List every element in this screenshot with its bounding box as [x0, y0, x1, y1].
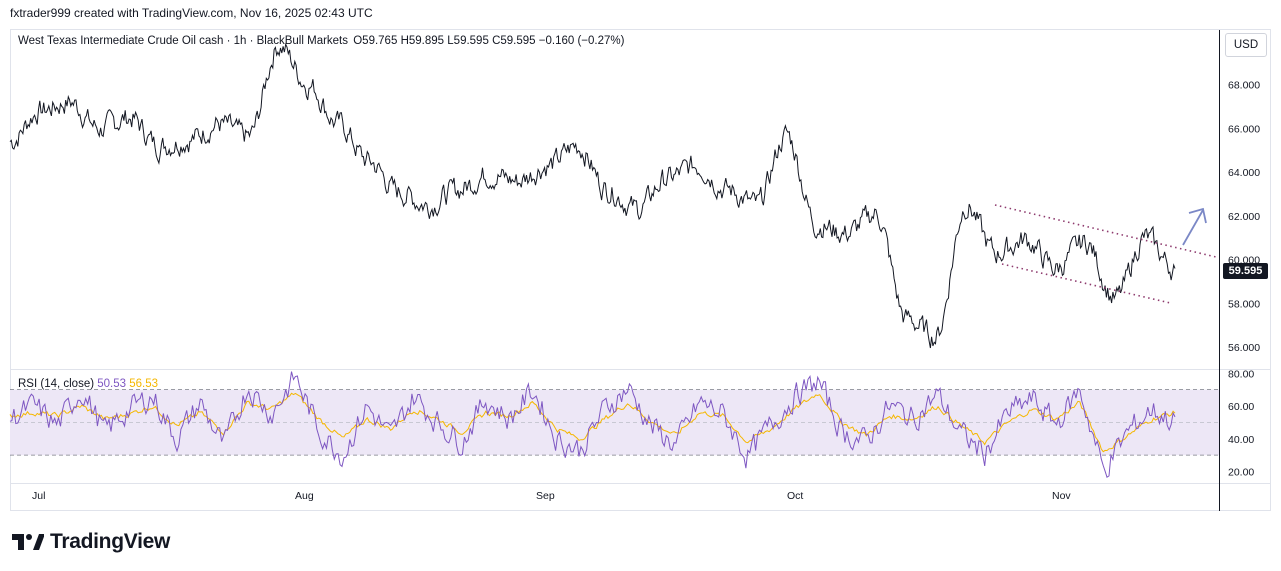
- chart-credit: fxtrader999 created with TradingView.com…: [10, 6, 373, 20]
- tradingview-logo-icon: [12, 534, 44, 550]
- chart-frame: [10, 29, 1271, 511]
- close-value: 59.595: [500, 35, 536, 47]
- low-value: 59.595: [453, 35, 489, 47]
- time-axis-label: Nov: [1052, 490, 1071, 502]
- rsi-axis-label: 40.00: [1228, 434, 1254, 446]
- tradingview-logo[interactable]: TradingView: [12, 530, 170, 554]
- rsi-axis-label: 20.00: [1228, 467, 1254, 479]
- last-price-label: 59.595: [1223, 263, 1268, 279]
- channel-lower-line: [1001, 263, 1173, 305]
- rsi-ma-line: [9, 392, 1176, 453]
- price-axis-label: 66.000: [1228, 123, 1260, 135]
- currency-button[interactable]: USD: [1225, 33, 1267, 57]
- price-axis-label: 64.000: [1228, 167, 1260, 179]
- high-value: 59.895: [408, 35, 445, 47]
- symbol-legend: West Texas Intermediate Crude Oil cash ·…: [18, 35, 624, 47]
- time-axis-label: Jul: [32, 490, 45, 502]
- rsi-axis-label: 60.00: [1228, 401, 1254, 413]
- rsi-line: [9, 371, 1176, 478]
- rsi-title[interactable]: RSI (14, close): [18, 378, 95, 390]
- rsi-legend: RSI (14, close) 50.53 56.53: [18, 378, 158, 390]
- breakout-arrow-head: [1188, 207, 1207, 224]
- rsi-value: 50.53: [97, 378, 127, 390]
- channel-upper-line: [994, 204, 1219, 259]
- price-axis-label: 68.000: [1228, 80, 1260, 92]
- rsi-ma-value: 56.53: [129, 378, 159, 390]
- price-axis-label: 56.000: [1228, 342, 1260, 354]
- breakout-arrow: [1182, 209, 1204, 246]
- ohlc-values: O59.765 H59.895 L59.595 C59.595 −0.160 (…: [353, 35, 625, 47]
- time-axis-label: Sep: [536, 490, 555, 502]
- open-value: 59.765: [362, 35, 398, 47]
- change-value: −0.160 (−0.27%): [538, 35, 625, 47]
- price-series-line: [9, 42, 1176, 349]
- time-axis-label: Oct: [787, 490, 803, 502]
- time-axis-label: Aug: [295, 490, 314, 502]
- price-axis-label: 62.000: [1228, 211, 1260, 223]
- symbol-name[interactable]: West Texas Intermediate Crude Oil cash ·…: [18, 35, 349, 47]
- brand-name: TradingView: [50, 530, 171, 553]
- rsi-axis-label: 80.00: [1228, 368, 1254, 380]
- price-axis-label: 58.000: [1228, 298, 1260, 310]
